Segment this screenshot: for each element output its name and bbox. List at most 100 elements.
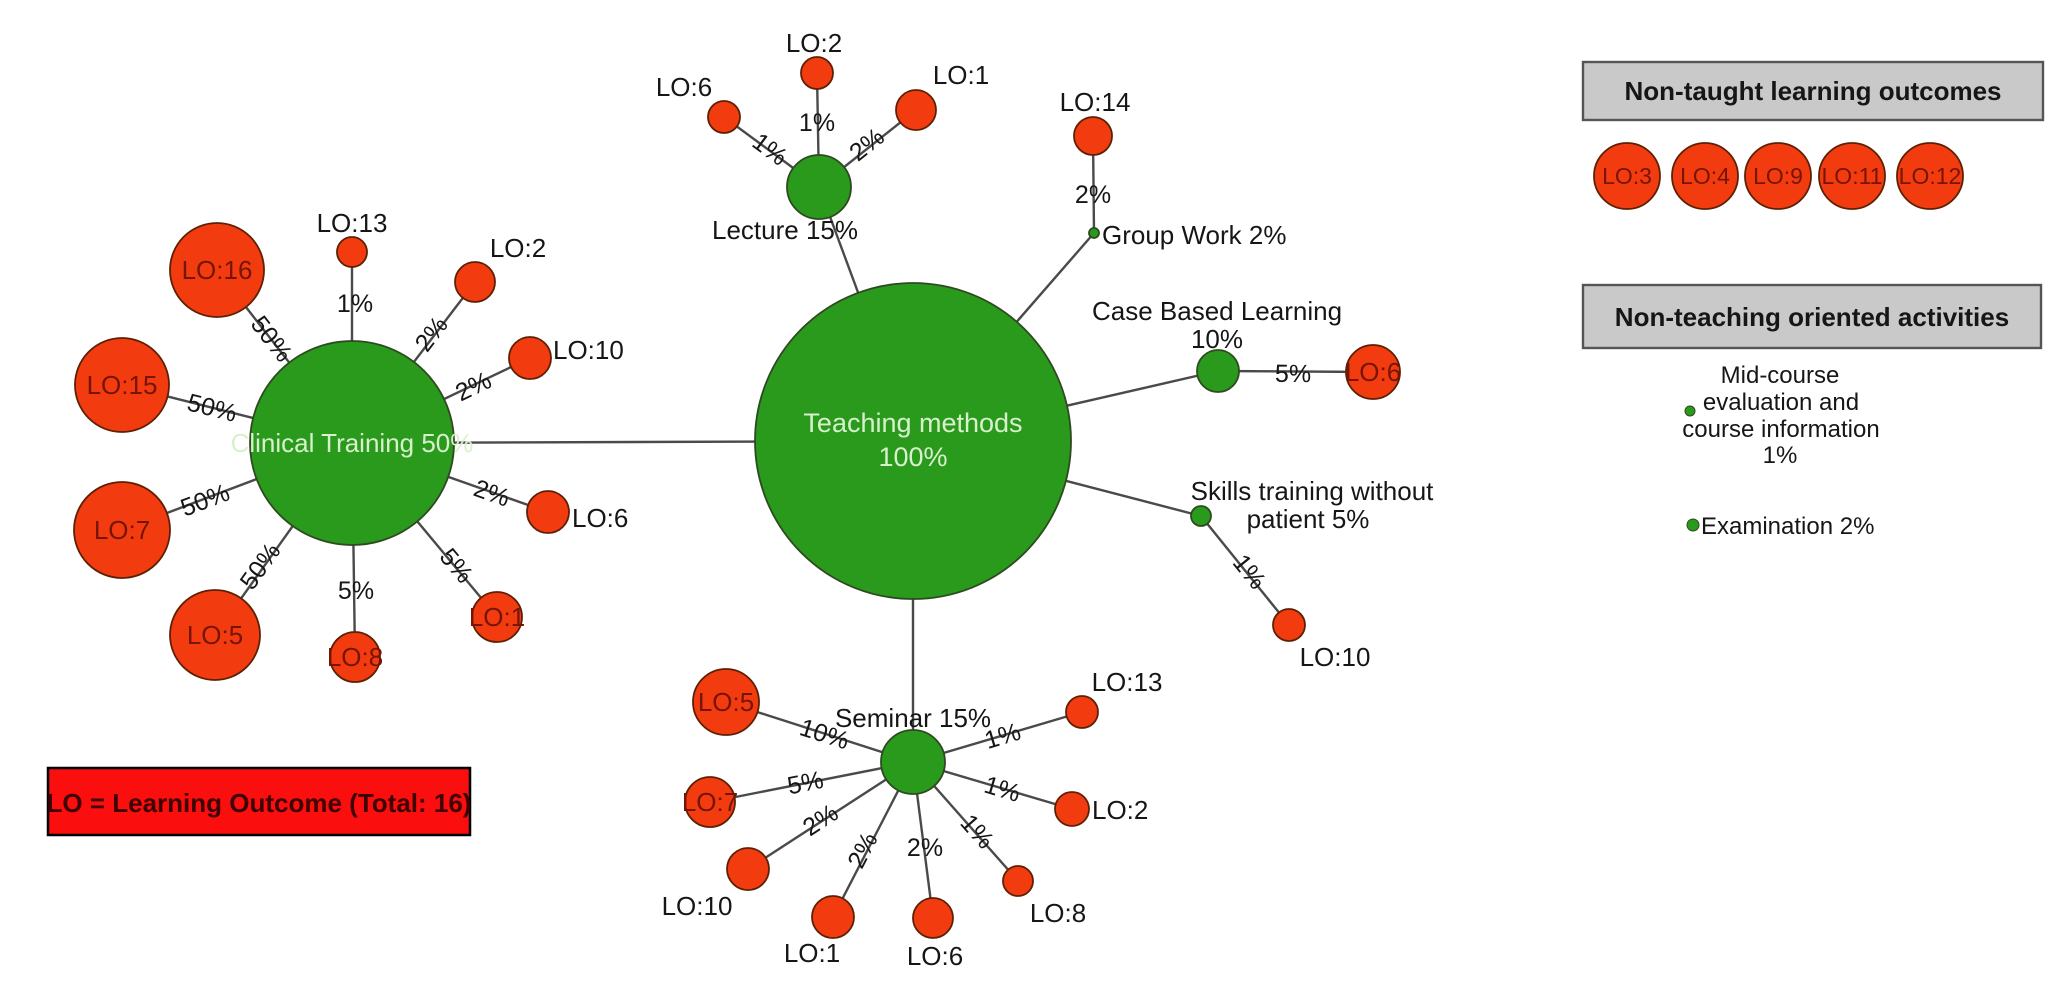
node-label-lo8c: LO:8 — [327, 642, 383, 672]
node-groupwork — [1088, 227, 1100, 239]
activity-dot — [1686, 518, 1700, 532]
activity-label: Examination 2% — [1701, 513, 1874, 540]
node-label-lo10s: LO:10 — [1300, 642, 1371, 672]
node-label-lo16c: LO:16 — [182, 255, 253, 285]
node-lo2s — [1054, 791, 1090, 827]
node-label-lo1s: LO:1 — [784, 938, 840, 968]
node-label-lo6l: LO:6 — [656, 72, 712, 102]
node-label-lo5c: LO:5 — [187, 620, 243, 650]
edge-label-clinical-lo8c: 5% — [338, 577, 374, 605]
node-label-lo13s: LO:13 — [1092, 667, 1163, 697]
node-label-groupwork: Group Work 2% — [1102, 220, 1286, 250]
node-lo5s — [692, 668, 760, 736]
edge-label-cbl-lo6cb: 5% — [1275, 360, 1311, 388]
node-seminar — [880, 729, 946, 795]
edge-label-clinical-lo13c: 1% — [337, 290, 373, 318]
non-teaching-panel-title: Non-teaching oriented activities — [1615, 302, 2009, 332]
node-label-lecture: Lecture 15% — [712, 215, 858, 245]
node-label-teaching: 100% — [878, 442, 947, 472]
activity-label: course information — [1682, 416, 1879, 443]
node-lo1c — [471, 591, 523, 643]
node-lo6cb — [1345, 344, 1401, 400]
node-label-lo13c: LO:13 — [317, 208, 388, 238]
non-taught-outcome-circle — [1593, 142, 1661, 210]
node-label-lo14: LO:14 — [1060, 87, 1131, 117]
node-lo2c — [454, 261, 496, 303]
edge-skills-lo10s — [1200, 515, 1290, 626]
non-taught-outcome-circle — [1818, 142, 1886, 210]
legend-box — [46, 766, 472, 837]
edge-label-seminar-lo2s: 1% — [981, 771, 1024, 808]
non-taught-panel-title: Non-taught learning outcomes — [1625, 76, 2002, 106]
node-label-lo7s: LO:7 — [682, 787, 738, 817]
node-label-lo6cb: LO:6 — [1345, 357, 1401, 387]
node-label-lo5s: LO:5 — [698, 687, 754, 717]
node-label-lo1c: LO:1 — [469, 602, 525, 632]
node-lo10sm — [726, 847, 770, 891]
legend-label: LO = Learning Outcome (Total: 16) — [47, 788, 472, 818]
node-lo10c — [508, 336, 552, 380]
edge-label-lecture-lo6l: 1% — [747, 128, 793, 172]
node-lo10s — [1272, 608, 1306, 642]
node-cbl — [1196, 349, 1240, 393]
node-lo14 — [1073, 116, 1113, 156]
node-label-lo10c: LO:10 — [553, 335, 624, 365]
node-lo6c — [526, 490, 570, 534]
node-label-lo7c: LO:7 — [94, 515, 150, 545]
node-lo6s — [912, 897, 954, 939]
node-label-cbl: 10% — [1191, 324, 1243, 354]
node-label-teaching: Teaching methods — [803, 408, 1022, 438]
edge-label-seminar-lo10sm: 2% — [798, 799, 844, 842]
node-lo16c — [169, 222, 265, 318]
node-lo7c — [73, 481, 171, 579]
edge-seminar-lo7s — [709, 760, 914, 804]
node-teaching — [754, 282, 1072, 600]
non-taught-outcome-circle — [1896, 142, 1964, 210]
node-label-clinical: Clinical Training 50% — [231, 428, 474, 458]
node-lo1l — [895, 89, 937, 131]
node-lo13c — [336, 236, 368, 268]
edge-label-seminar-lo7s: 5% — [785, 766, 826, 800]
node-label-skills: patient 5% — [1247, 504, 1370, 534]
node-lo8s — [1002, 865, 1034, 897]
node-lo15c — [74, 337, 170, 433]
node-lo13s — [1065, 695, 1099, 729]
non-taught-outcome-label: LO:3 — [1602, 163, 1652, 189]
edge-label-clinical-lo7c: 50% — [177, 479, 234, 523]
node-label-lo2s: LO:2 — [1092, 795, 1148, 825]
node-lo5c — [169, 589, 261, 681]
node-label-cbl: Case Based Learning — [1092, 296, 1342, 326]
activity-label: 1% — [1763, 442, 1798, 469]
non-taught-panel-header — [1581, 60, 2045, 122]
node-clinical — [249, 340, 455, 546]
activity-label: Mid-course — [1721, 362, 1840, 389]
non-taught-outcome-label: LO:9 — [1753, 163, 1803, 189]
edge-label-clinical-lo16c: 50% — [245, 311, 298, 368]
non-taught-outcome-label: LO:11 — [1822, 163, 1883, 189]
activity-dot — [1684, 405, 1696, 417]
node-label-lo6s: LO:6 — [907, 941, 963, 971]
non-taught-outcome-label: LO:4 — [1680, 163, 1730, 189]
edge-label-clinical-lo6c: 2% — [470, 474, 513, 512]
edge-label-seminar-lo1s: 2% — [842, 828, 883, 873]
edge-label-groupwork-lo14: 2% — [1075, 181, 1111, 209]
node-lo8c — [329, 631, 381, 683]
node-lo1s — [811, 895, 855, 939]
non-teaching-panel-header — [1581, 283, 2043, 350]
activity-label: evaluation and — [1703, 389, 1859, 416]
node-label-lo1l: LO:1 — [933, 60, 989, 90]
node-skills — [1190, 505, 1212, 527]
node-label-lo10sm: LO:10 — [662, 891, 733, 921]
node-label-lo8s: LO:8 — [1030, 898, 1086, 928]
node-label-seminar: Seminar 15% — [835, 703, 991, 733]
node-label-lo15c: LO:15 — [87, 370, 158, 400]
node-lo6l — [707, 100, 741, 134]
node-label-lo2c: LO:2 — [490, 233, 546, 263]
edge-label-clinical-lo15c: 50% — [184, 389, 239, 428]
node-lo2l — [800, 56, 834, 90]
node-label-lo6c: LO:6 — [572, 503, 628, 533]
non-taught-outcome-label: LO:12 — [1899, 163, 1962, 189]
non-taught-outcome-circle — [1744, 142, 1812, 210]
